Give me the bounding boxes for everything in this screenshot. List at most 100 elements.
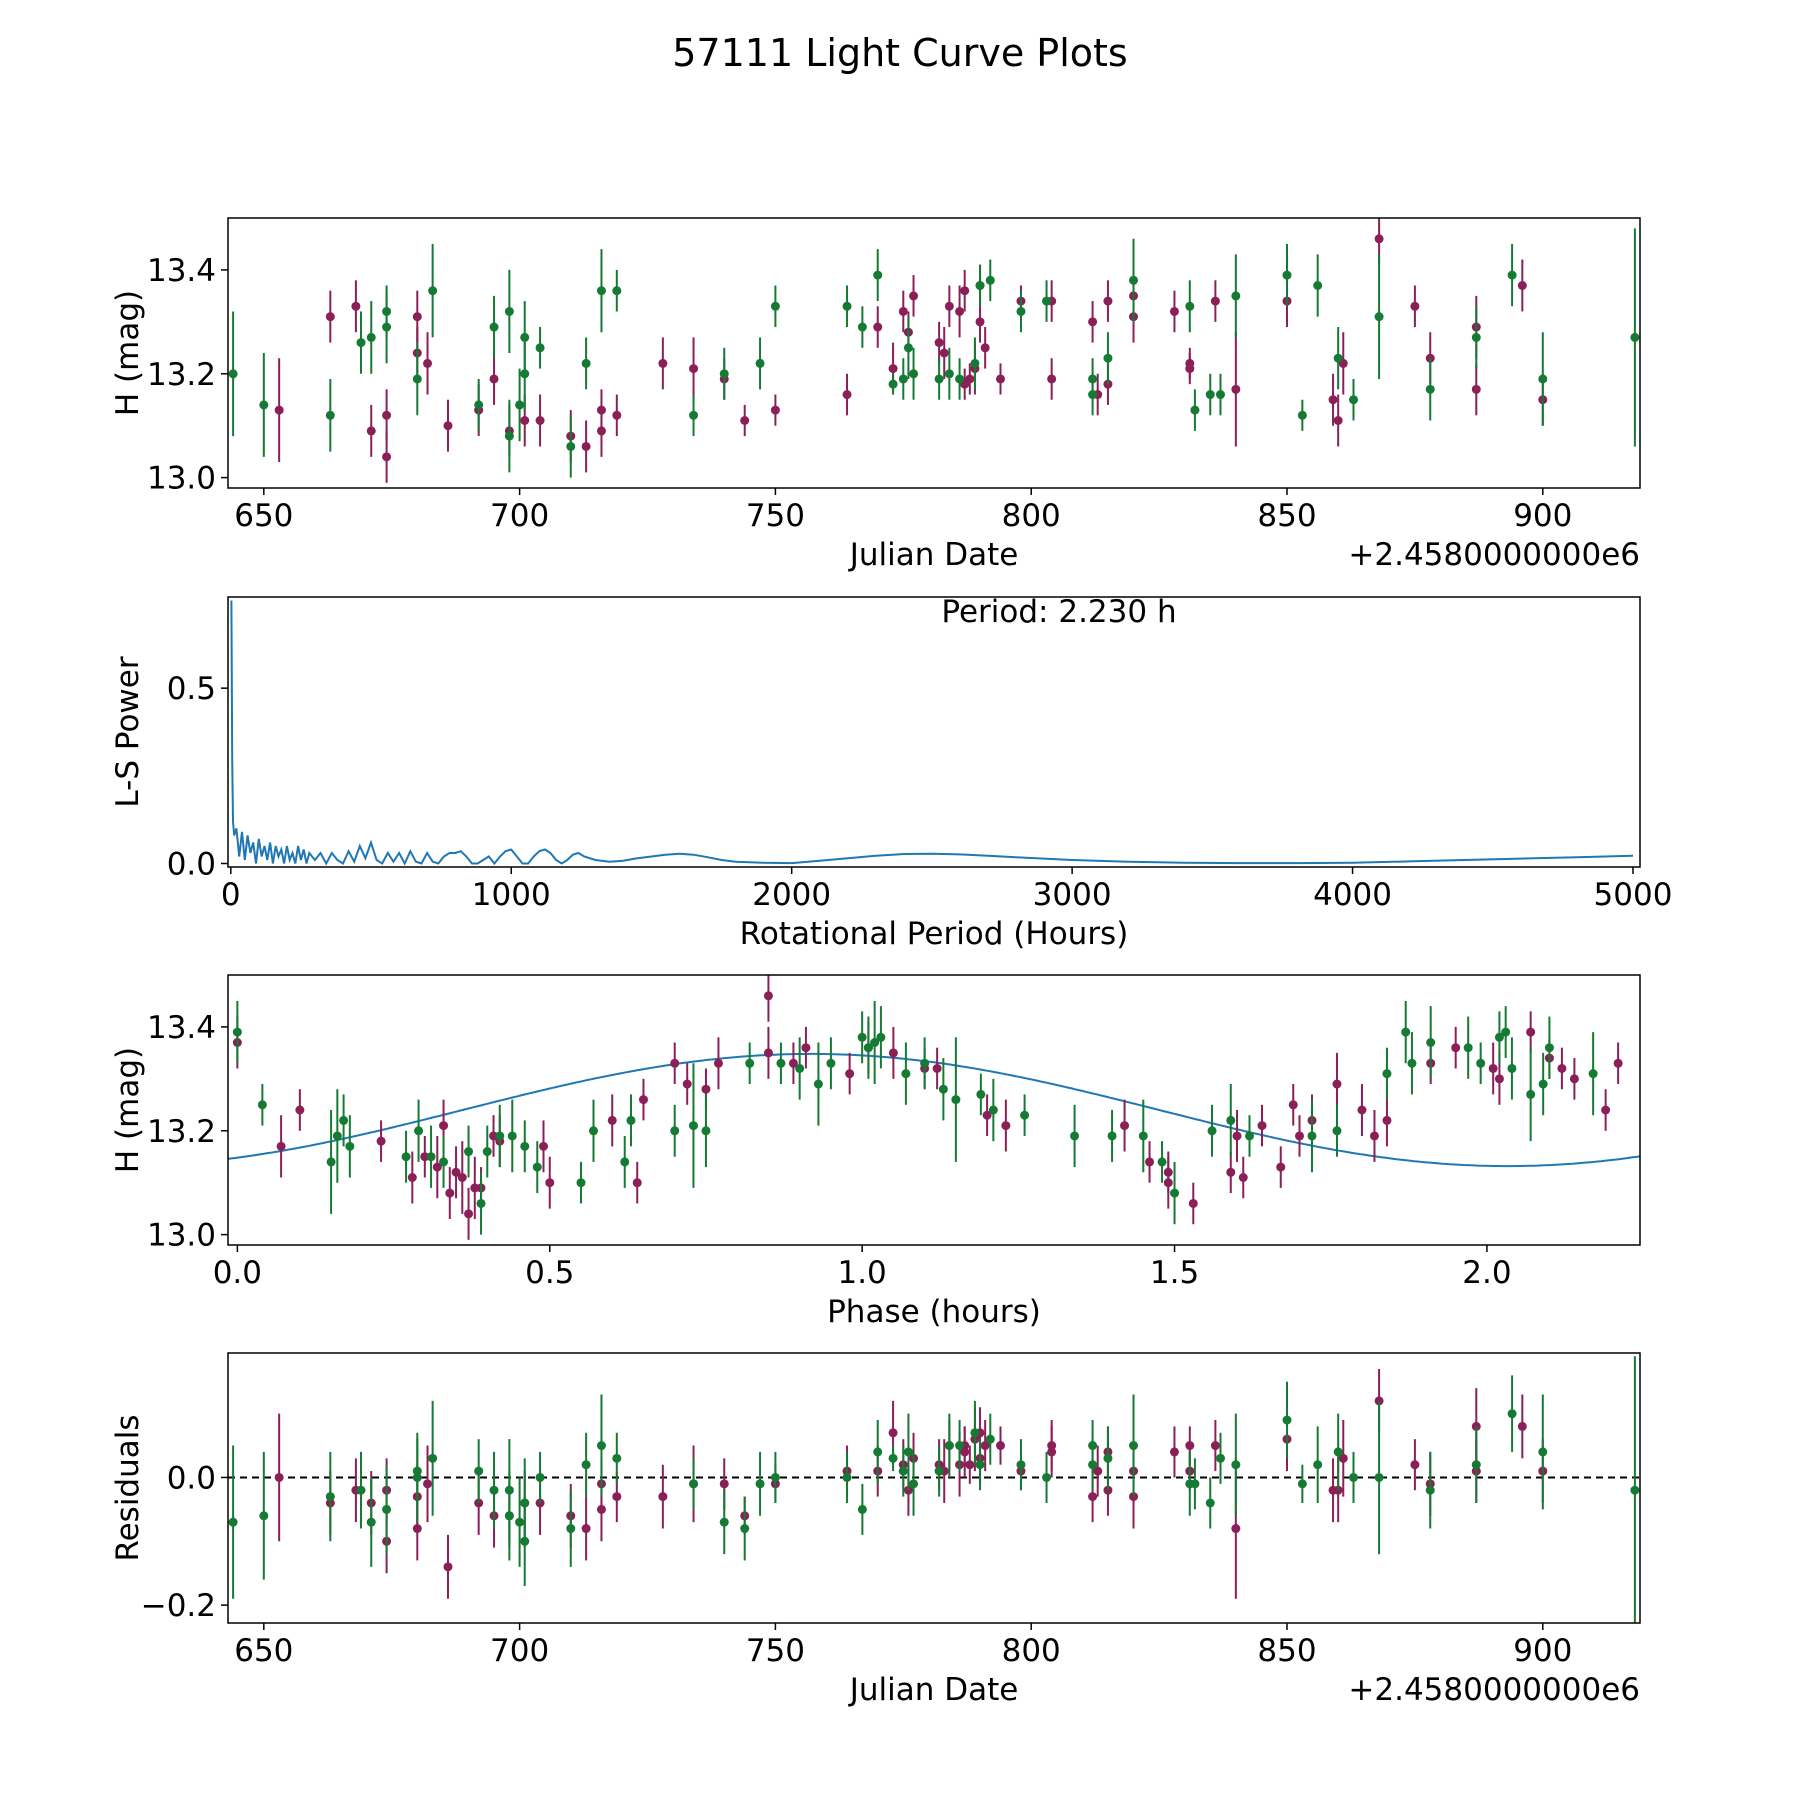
- data-point: [414, 1126, 424, 1136]
- x-tick-label: 0.5: [525, 1255, 574, 1291]
- data-point: [382, 1504, 392, 1514]
- data-point: [274, 405, 284, 415]
- data-point: [1425, 384, 1435, 394]
- data-point: [970, 1428, 980, 1438]
- subplots: 650 700 750 800 850 900 13.0 13.2 13.4 Julian Dat…: [110, 217, 1672, 1708]
- data-point: [658, 1492, 668, 1502]
- data-point: [232, 1027, 242, 1037]
- data-point: [339, 1115, 349, 1125]
- data-point: [1569, 1074, 1579, 1084]
- data-point: [504, 1485, 514, 1495]
- data-point: [682, 1079, 692, 1089]
- data-point: [1501, 1027, 1511, 1037]
- x-tick-label: 1.0: [837, 1255, 886, 1291]
- data-point: [482, 1147, 492, 1157]
- data-point: [1488, 1063, 1498, 1073]
- data-point: [1630, 332, 1640, 342]
- data-point: [1205, 390, 1215, 400]
- data-point: [356, 1485, 366, 1495]
- data-point: [426, 1152, 436, 1162]
- x-tick-label: 650: [234, 498, 293, 534]
- y-tick-label: 13.4: [147, 253, 216, 289]
- data-point: [638, 1095, 648, 1105]
- data-point: [259, 400, 269, 410]
- data-point: [951, 1095, 961, 1105]
- data-point: [1042, 296, 1052, 306]
- data-point: [1103, 1453, 1113, 1463]
- data-point: [689, 1479, 699, 1489]
- series-green: [228, 1356, 1640, 1623]
- data-point: [382, 410, 392, 420]
- data-point: [1210, 1441, 1220, 1451]
- data-point: [1093, 1466, 1103, 1476]
- data-point: [612, 286, 622, 296]
- data-point: [581, 1524, 591, 1534]
- data-point: [1307, 1131, 1317, 1141]
- data-point: [976, 1089, 986, 1099]
- data-point: [470, 1183, 480, 1193]
- data-point: [1103, 296, 1113, 306]
- data-point: [1088, 390, 1098, 400]
- data-point: [1169, 1447, 1179, 1457]
- data-point: [770, 405, 780, 415]
- data-point: [588, 1126, 598, 1136]
- data-point: [489, 1485, 499, 1495]
- x-tick-label: 900: [1513, 1633, 1572, 1669]
- x-tick-label: 900: [1513, 498, 1572, 534]
- data-point: [776, 1058, 786, 1068]
- data-point: [274, 1472, 284, 1482]
- data-point: [944, 301, 954, 311]
- data-point: [1231, 291, 1241, 301]
- data-point: [495, 1131, 505, 1141]
- data-point: [325, 312, 335, 322]
- data-point: [842, 390, 852, 400]
- data-point: [1333, 416, 1343, 425]
- data-point: [980, 343, 990, 353]
- data-point: [934, 338, 944, 348]
- data-point: [1426, 1038, 1436, 1047]
- x-tick-label: 800: [1002, 1633, 1061, 1669]
- data-point: [632, 1178, 642, 1188]
- data-point: [944, 369, 954, 379]
- data-point: [535, 1472, 545, 1482]
- data-point: [1088, 317, 1098, 327]
- data-point: [1538, 374, 1548, 384]
- data-point: [975, 317, 985, 327]
- data-point: [474, 400, 484, 410]
- data-point: [345, 1141, 355, 1151]
- data-point: [870, 1038, 880, 1047]
- data-point: [719, 1479, 729, 1489]
- data-point: [1047, 1447, 1057, 1457]
- x-offset-label: +2.4580000000e6: [1348, 537, 1640, 573]
- data-point: [457, 1173, 467, 1182]
- data-point: [813, 1079, 823, 1089]
- data-point: [1129, 275, 1139, 285]
- data-point: [423, 358, 433, 368]
- data-point: [689, 364, 699, 374]
- data-point: [451, 1167, 461, 1177]
- data-point: [515, 1517, 525, 1527]
- data-point: [407, 1173, 417, 1182]
- data-point: [1382, 1069, 1392, 1079]
- data-point: [909, 369, 919, 379]
- data-point: [1463, 1043, 1473, 1053]
- data-point: [1382, 1115, 1392, 1125]
- data-point: [1507, 270, 1517, 280]
- data-point: [1088, 1492, 1098, 1502]
- data-point: [576, 1178, 586, 1188]
- data-point: [1190, 1479, 1200, 1489]
- data-point: [1210, 296, 1220, 306]
- periodogram-line: [230, 600, 1634, 866]
- plot-area: [228, 1356, 1640, 1623]
- data-point: [670, 1058, 680, 1068]
- axes-frame: [227, 596, 1641, 868]
- data-point: [1276, 1162, 1286, 1172]
- data-point: [596, 1441, 606, 1451]
- data-point: [1226, 1115, 1236, 1125]
- data-point: [1374, 1472, 1384, 1482]
- data-point: [888, 1453, 898, 1463]
- y-tick-label: 13.2: [147, 357, 216, 393]
- data-point: [382, 452, 392, 462]
- data-point: [909, 291, 919, 301]
